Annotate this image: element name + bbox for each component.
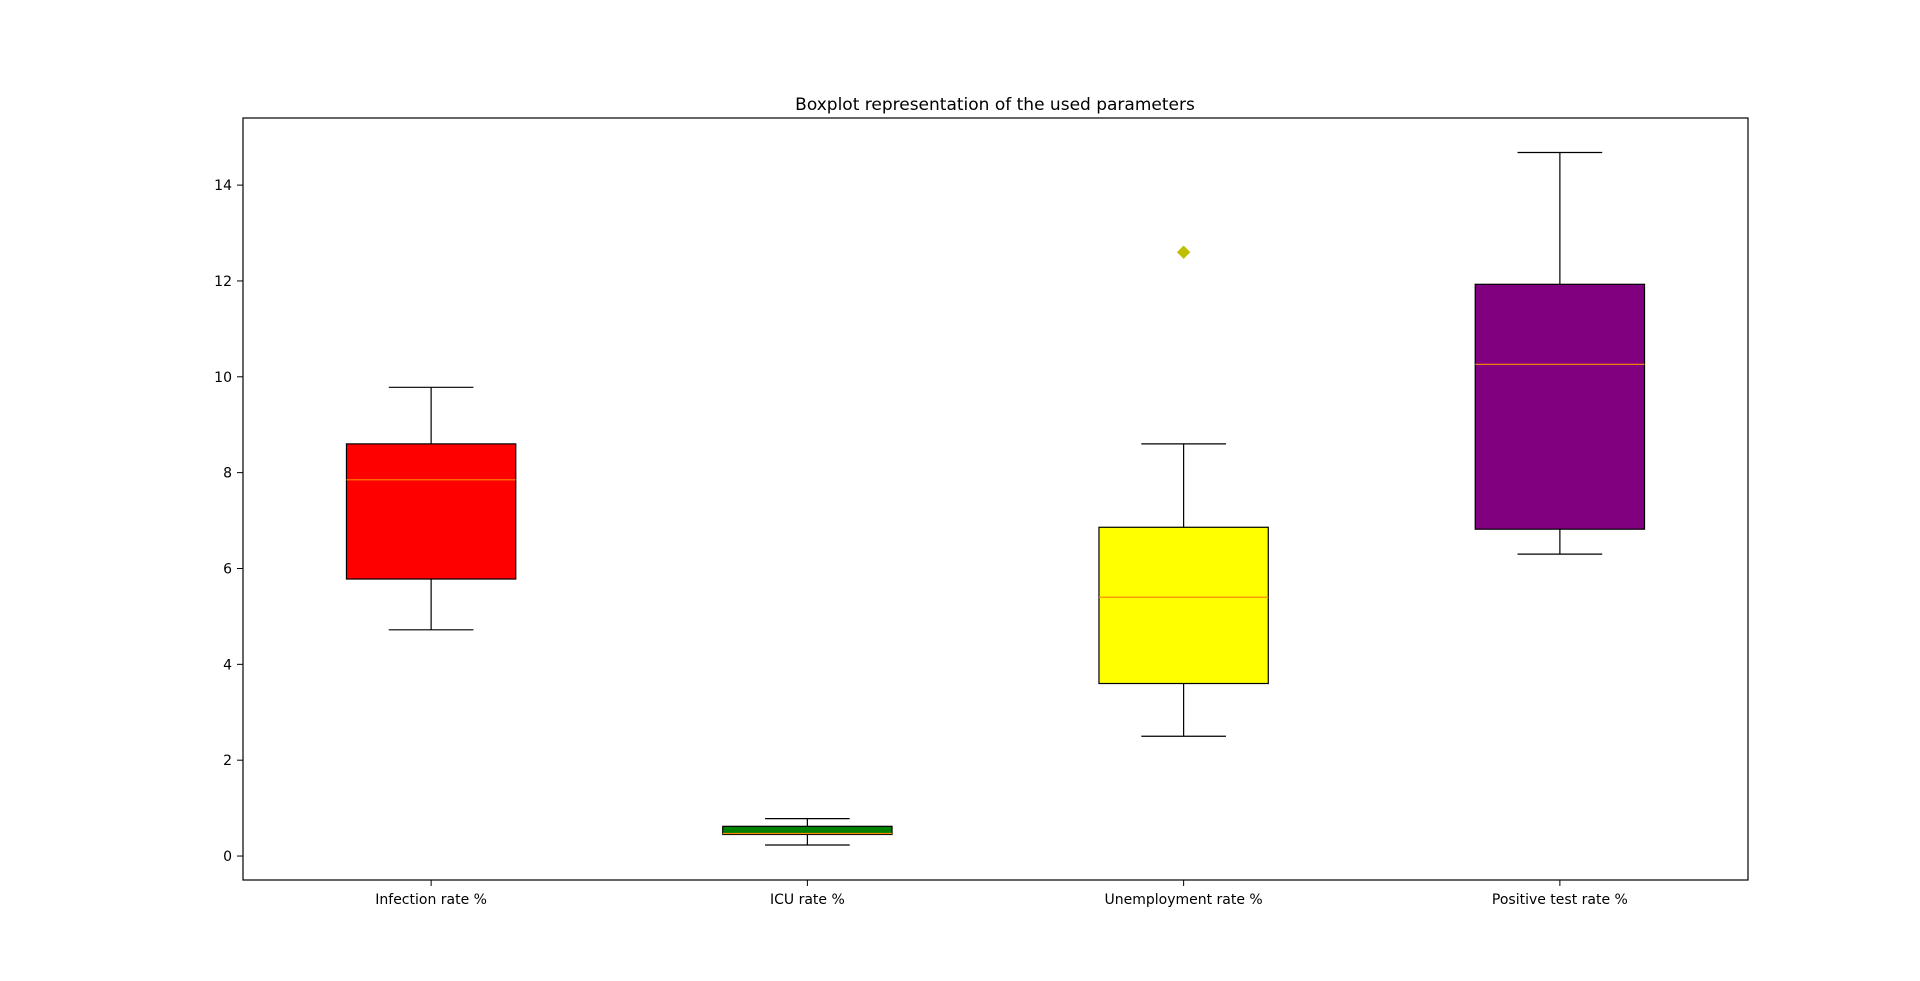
y-tick-label: 10 xyxy=(214,370,232,386)
x-tick-label: Infection rate % xyxy=(375,892,487,908)
x-tick-label: Unemployment rate % xyxy=(1104,892,1262,908)
box-iqr xyxy=(345,443,517,580)
outlier-point xyxy=(1176,245,1191,259)
y-tick-label: 6 xyxy=(223,561,232,577)
box-iqr xyxy=(1474,283,1646,530)
box-group xyxy=(1474,151,1646,555)
x-tick-label: Positive test rate % xyxy=(1492,892,1628,908)
y-tick-label: 14 xyxy=(214,178,232,194)
box-iqr xyxy=(722,825,893,836)
chart-title: Boxplot representation of the used param… xyxy=(795,95,1195,115)
box-iqr xyxy=(1098,526,1269,685)
plot-area-frame xyxy=(242,117,1749,881)
y-tick-label: 12 xyxy=(214,274,232,290)
y-tick-label: 8 xyxy=(223,466,232,482)
box-group xyxy=(722,818,893,846)
y-tick-label: 2 xyxy=(223,753,232,769)
x-axis: Infection rate % ICU rate % Unemployment r… xyxy=(375,880,1628,908)
x-tick-label: ICU rate % xyxy=(770,892,845,908)
boxes-layer xyxy=(345,151,1646,846)
y-tick-label: 4 xyxy=(223,657,232,673)
y-tick-label: 0 xyxy=(223,849,232,865)
box-group xyxy=(345,386,517,631)
y-axis: 0 2 4 6 8 10 12 14 xyxy=(214,178,243,865)
box-group xyxy=(1098,245,1269,737)
